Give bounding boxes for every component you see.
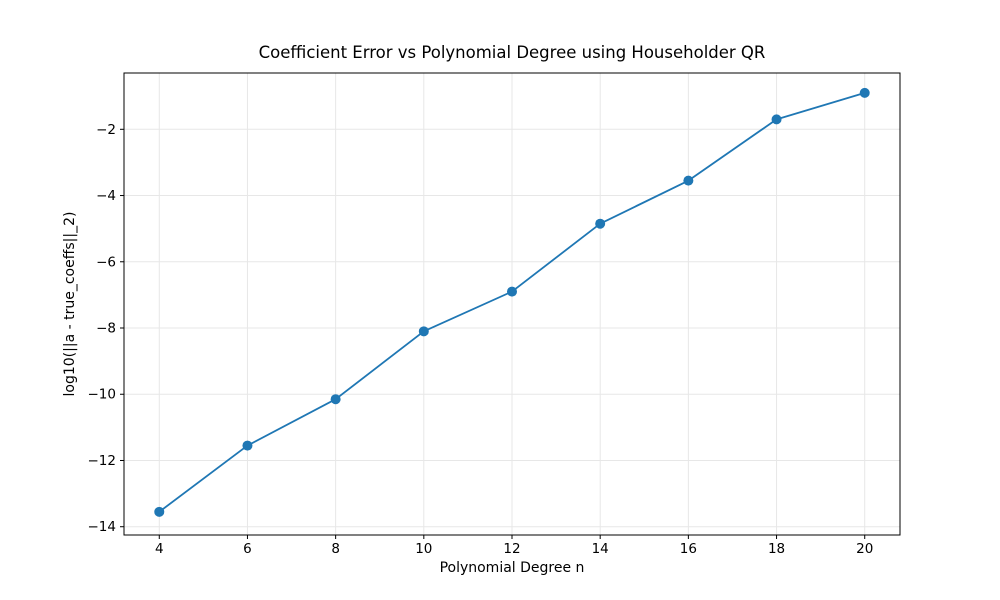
data-point — [507, 286, 517, 297]
data-point — [595, 218, 606, 229]
x-tick-label: 8 — [331, 541, 340, 557]
y-tick-label: −6 — [96, 254, 116, 270]
x-tick-label: 6 — [243, 541, 252, 557]
plot-border — [123, 72, 901, 536]
data-point — [771, 114, 782, 125]
y-axis-label: log10(||a - true_coeffs||_2) — [62, 212, 78, 397]
grid-layer — [124, 73, 900, 535]
y-tick-label: −10 — [88, 387, 117, 403]
x-tick-label: 4 — [155, 541, 164, 557]
x-tick-label: 12 — [503, 541, 520, 557]
y-tick-label: −14 — [88, 519, 117, 535]
axis-layer: 4 6 8 10 12 14 16 18 20 −14 −12 −10 −8 −6 −4 −2 — [88, 122, 874, 557]
x-axis-label: Polynomial Degree n — [440, 560, 585, 576]
x-tick-label: 14 — [592, 541, 609, 557]
data-series — [154, 87, 870, 517]
y-tick-label: −4 — [96, 188, 116, 204]
x-tick-label: 10 — [415, 541, 432, 557]
y-tick-label: −8 — [96, 321, 116, 337]
y-tick-label: −12 — [88, 453, 117, 469]
data-point — [418, 326, 429, 337]
data-point — [154, 506, 165, 517]
y-tick-label: −2 — [96, 122, 116, 138]
data-point — [683, 175, 694, 186]
x-tick-label: 16 — [680, 541, 697, 557]
x-tick-label: 20 — [856, 541, 873, 557]
x-tick-label: 18 — [768, 541, 785, 557]
data-point — [859, 87, 870, 98]
chart-title: Coefficient Error vs Polynomial Degree u… — [259, 43, 766, 62]
data-point — [330, 394, 341, 405]
data-point — [242, 440, 253, 451]
